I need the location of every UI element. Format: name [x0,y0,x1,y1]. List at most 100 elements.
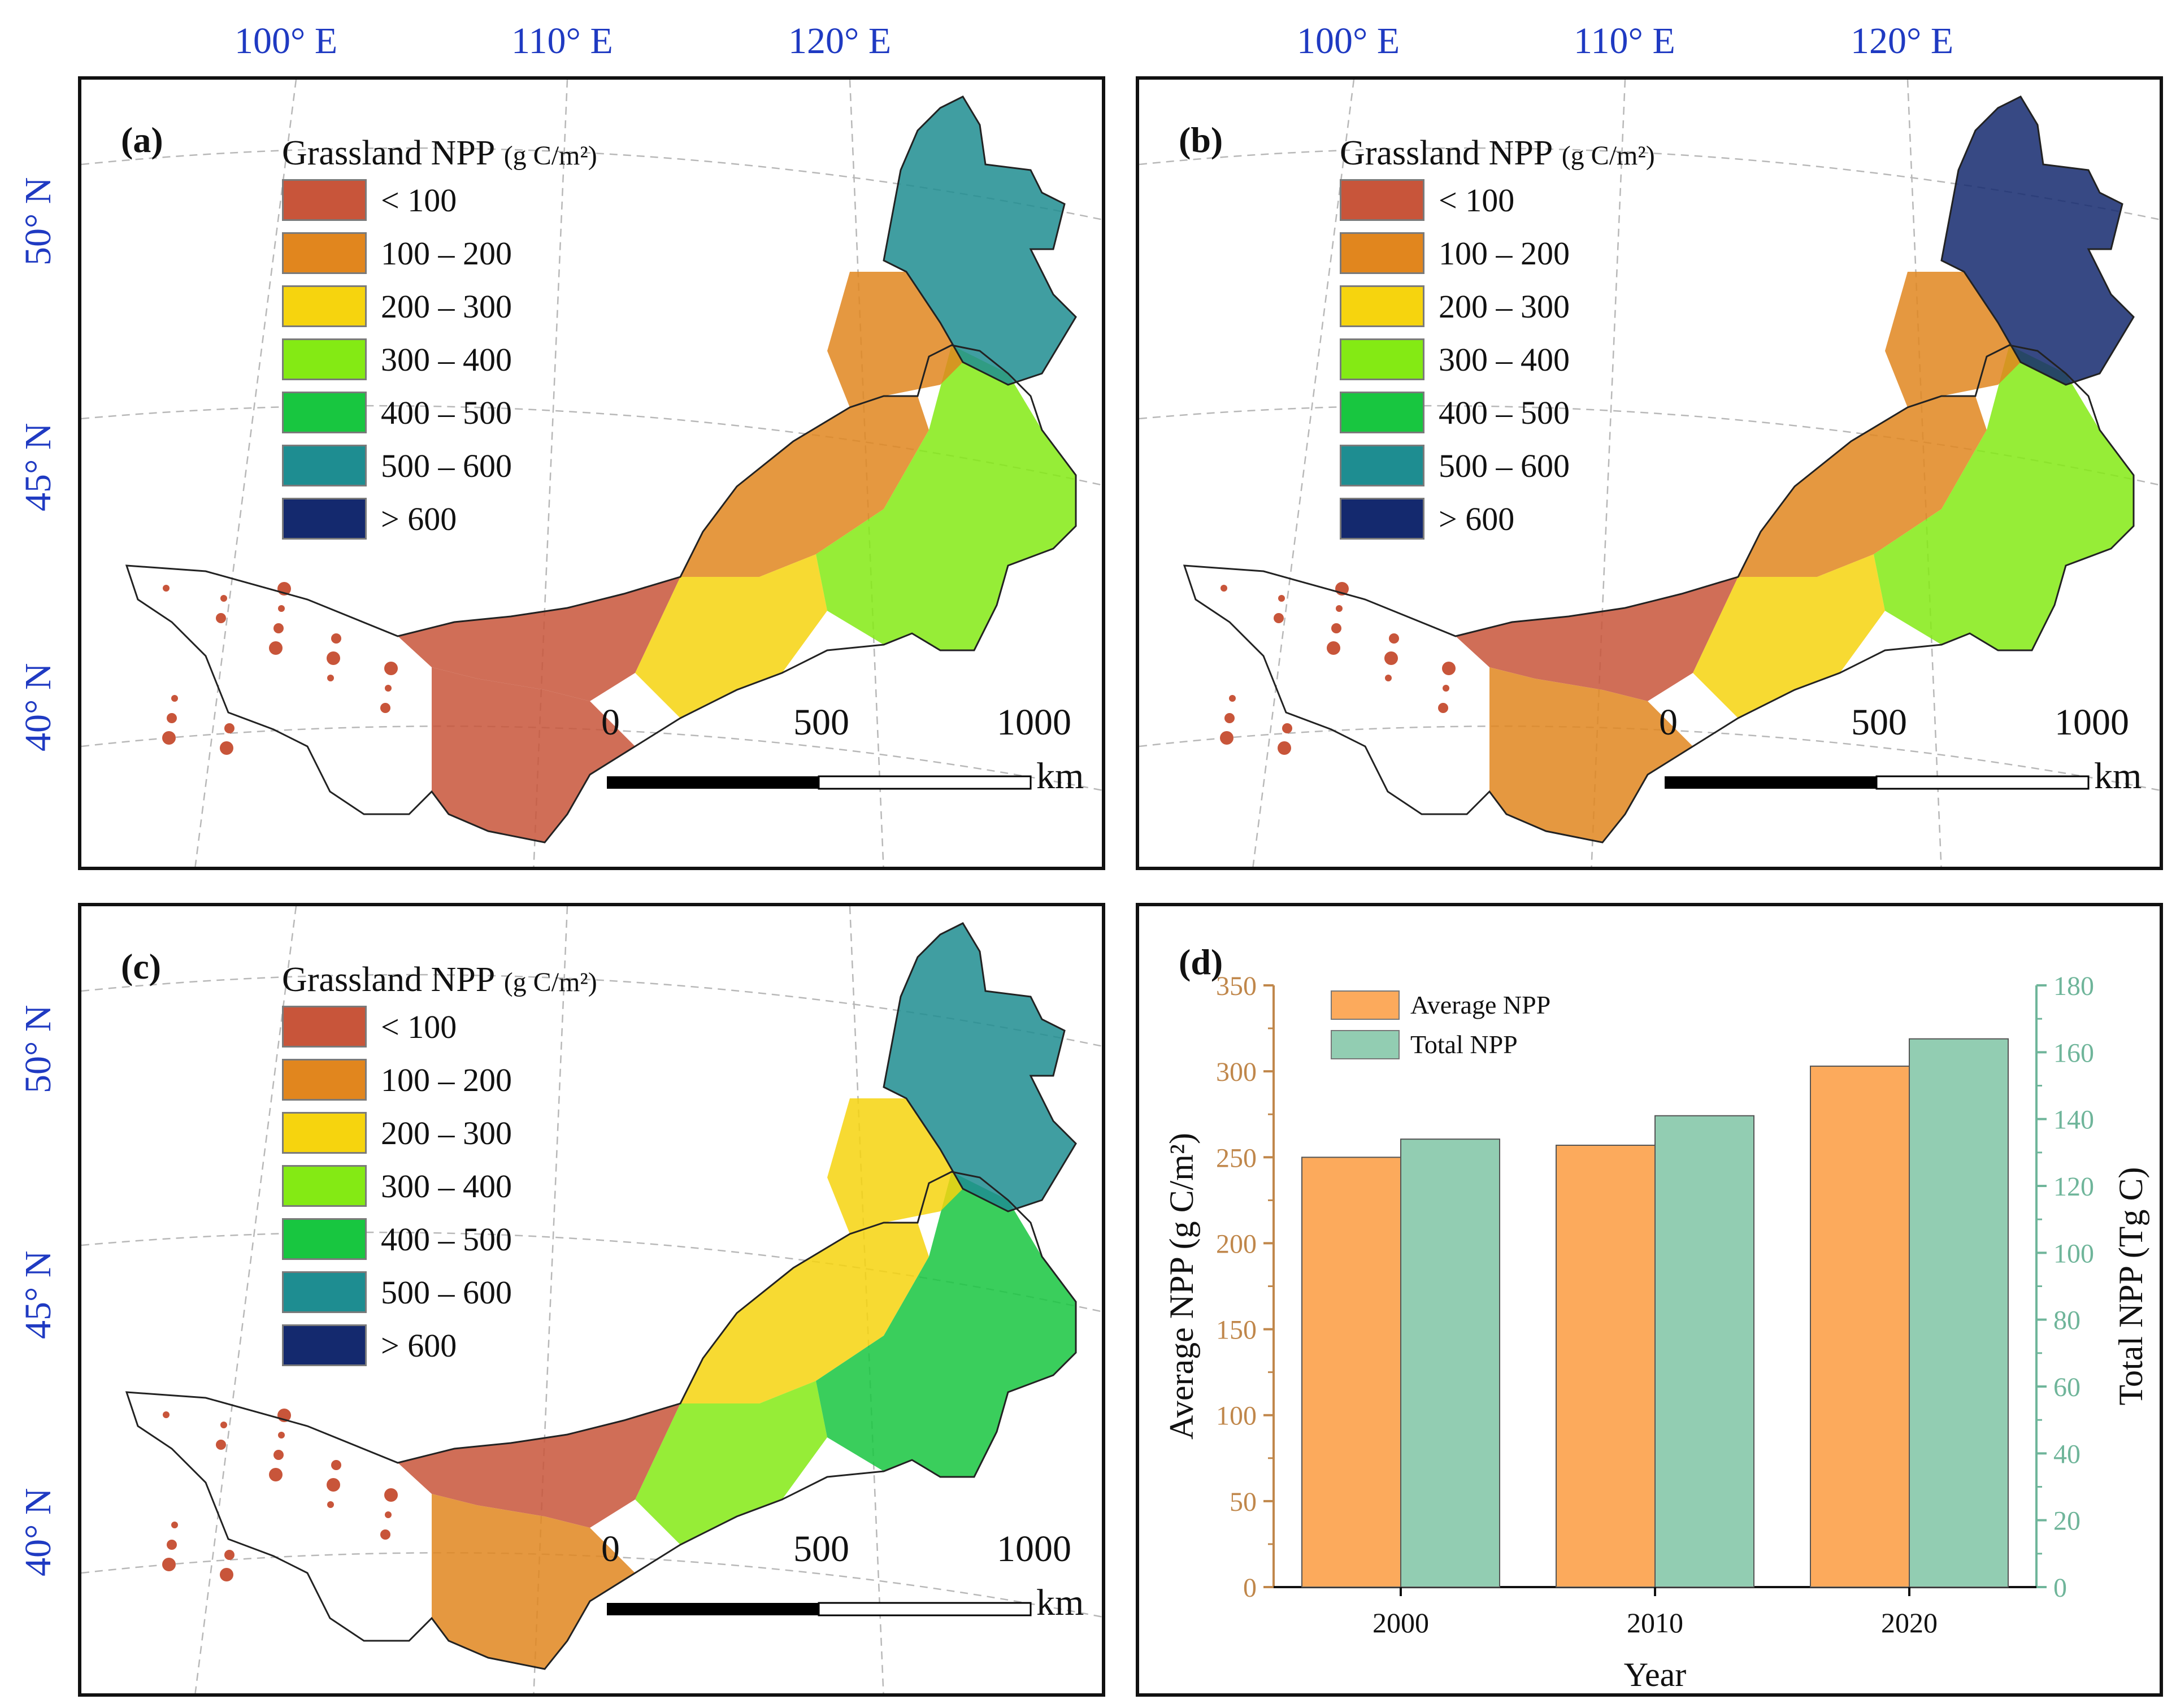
sparse-grassland-patch [327,1478,340,1492]
sparse-grassland-patch [331,1460,341,1470]
legend-item: < 100 [282,173,597,227]
legend-swatch [282,392,367,433]
sparse-grassland-patch [384,662,398,675]
scale-bar-graphic [607,1602,1032,1616]
legend-swatch [1340,179,1424,221]
bar-average-npp [1556,1144,1656,1588]
left-tick-label: 250 [1216,1143,1257,1173]
legend-item: 500 – 600 [282,439,597,492]
lon-label-110-b: 110° E [1574,20,1675,62]
scale-tick-500: 500 [793,702,849,743]
legend-swatch [282,1165,367,1207]
sparse-grassland-patch [273,1450,284,1460]
legend-label: 500 – 600 [1439,447,1570,484]
legend-item: 400 – 500 [282,1212,597,1266]
legend-label: > 600 [1439,500,1515,537]
left-tick-label: 200 [1216,1229,1257,1259]
sparse-grassland-patch [1389,633,1399,644]
legend-swatch [282,1006,367,1048]
sparse-grassland-patch [224,723,234,733]
right-tick-label: 60 [2053,1372,2081,1402]
npp-zone [398,577,680,701]
legend-item: < 100 [282,1000,597,1053]
lat-label-40-a: 40° N [18,663,59,751]
region-boundary [125,344,1077,844]
sparse-grassland-patch [220,1422,227,1428]
left-tick-label: 50 [1230,1487,1257,1517]
legend-swatch [1340,285,1424,327]
sparse-grassland-patch [224,1550,234,1560]
legend-swatch [282,1112,367,1154]
legend-item: 200 – 300 [282,280,597,333]
legend-label: 200 – 300 [381,1114,512,1151]
lon-label-100-b: 100° E [1297,20,1400,62]
sparse-grassland-patch [1385,675,1392,681]
scale-tick-1000: 1000 [997,1528,1071,1570]
sparse-grassland-patch [171,1522,178,1528]
right-tick-label: 80 [2053,1306,2081,1336]
legend-swatch [1340,338,1424,380]
lon-label-110: 110° E [511,20,613,62]
scale-unit: km [1036,1582,1084,1623]
lon-label-100: 100° E [234,20,338,62]
lon-label-120-b: 120° E [1851,20,1954,62]
scale-tick-500: 500 [1851,702,1907,743]
lon-label-120: 120° E [788,20,892,62]
npp-zone [432,667,635,842]
npp-zone [1693,554,1885,718]
scale-tick-0: 0 [601,1528,620,1570]
sparse-grassland-patch [1220,731,1233,745]
lat-label-40-c: 40° N [18,1488,59,1576]
npp-zone [1489,667,1693,842]
sparse-grassland-patch [1221,585,1227,592]
npp-zone [432,1494,635,1669]
legend-title: Grassland NPP [282,961,496,999]
legend-label: 400 – 500 [381,1220,512,1258]
legend-swatch [1340,392,1424,433]
legend-item: 400 – 500 [1340,386,1655,439]
chart-legend-swatch [1331,990,1400,1020]
x-tick-label: 2010 [1627,1607,1683,1639]
panel-label: (d) [1179,942,1223,982]
sparse-grassland-patch [1278,741,1291,755]
region-boundary [1183,344,2135,844]
legend-label: 300 – 400 [381,1167,512,1205]
map-legend: Grassland NPP (g C/m²) < 100 100 – 200 200… [1340,133,1655,545]
sparse-grassland-patch [269,641,283,655]
sparse-grassland-patch [1282,723,1292,733]
scale-bar-graphic [607,775,1032,790]
region-boundary [883,95,1077,386]
legend-item: 500 – 600 [1340,439,1655,492]
right-axis-title: Total NPP (Tg C) [2112,1167,2149,1406]
region-boundary [883,922,1077,1212]
right-tick-label: 0 [2053,1573,2067,1603]
sparse-grassland-patch [216,1440,226,1450]
legend-title: Grassland NPP [1340,134,1553,172]
sparse-grassland-patch [327,675,334,681]
legend-item: > 600 [1340,492,1655,545]
legend-swatch [282,232,367,274]
left-tick-label: 350 [1216,971,1257,1001]
right-tick-label: 120 [2053,1172,2094,1202]
legend-label: < 100 [381,1008,457,1045]
legend-label: > 600 [381,1327,457,1364]
sparse-grassland-patch [269,1468,283,1481]
chart-legend-label: Average NPP [1410,990,1550,1019]
sparse-grassland-patch [380,1529,390,1540]
sparse-grassland-patch [162,731,176,745]
legend-item: 300 – 400 [1340,333,1655,386]
scale-tick-0: 0 [1659,702,1678,743]
legend-item: 100 – 200 [1340,227,1655,280]
sparse-grassland-patch [385,1511,392,1518]
lat-label-45-a: 45° N [18,423,59,511]
legend-swatch [282,285,367,327]
scale-tick-1000: 1000 [2055,702,2129,743]
scale-unit: km [2094,755,2142,797]
right-tick-label: 140 [2053,1105,2094,1135]
left-tick-label: 300 [1216,1057,1257,1087]
right-tick-label: 180 [2053,971,2094,1001]
legend-swatch [282,338,367,380]
x-tick-label: 2000 [1373,1607,1429,1639]
sparse-grassland-patch [380,703,390,713]
legend-swatch [282,179,367,221]
